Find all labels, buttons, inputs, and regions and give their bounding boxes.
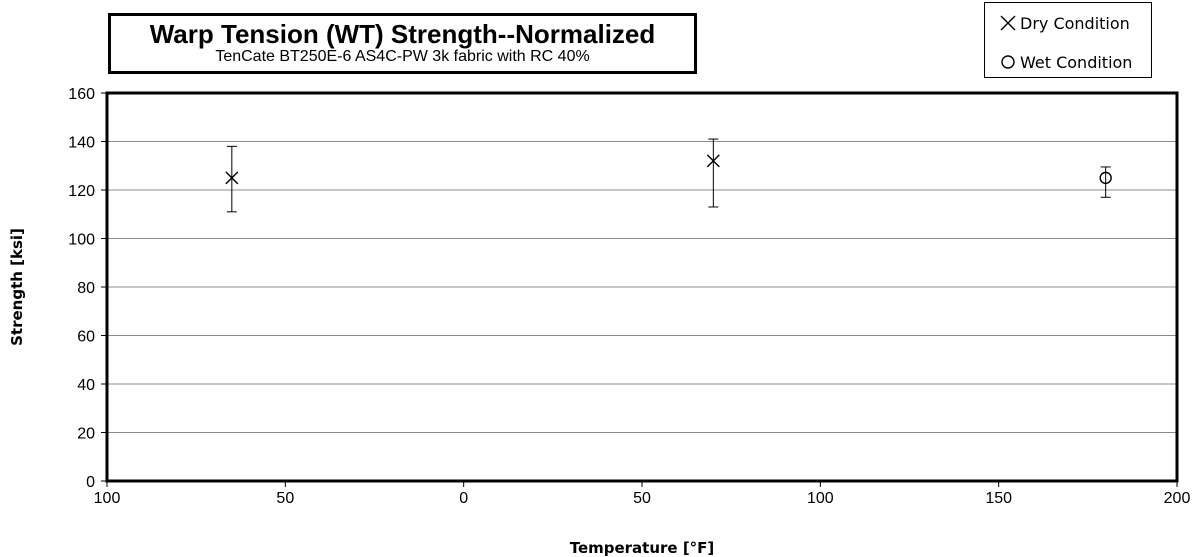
data-point-dry xyxy=(706,154,720,168)
x-tick-label: 200 xyxy=(1164,490,1191,507)
x-tick-label: 50 xyxy=(276,490,294,507)
gridlines xyxy=(107,141,1177,433)
y-tick-label: 40 xyxy=(77,377,95,394)
legend-label-wet: Wet Condition xyxy=(1020,52,1133,72)
y-tick-label: 160 xyxy=(68,86,95,103)
x-axis-title: Temperature [°F] xyxy=(570,539,715,557)
x-tick-label: 50 xyxy=(633,490,651,507)
x-marker-stroke xyxy=(225,171,239,185)
data-marks xyxy=(225,138,1112,213)
x-tick-label: 100 xyxy=(807,490,834,507)
y-tick-label: 100 xyxy=(68,232,95,249)
circle-marker-icon xyxy=(1001,55,1015,69)
legend-item-wet: Wet Condition xyxy=(985,51,1132,73)
x-marker-stroke xyxy=(706,154,720,168)
legend: Dry Condition Wet Condition xyxy=(984,2,1152,78)
y-tick-label: 20 xyxy=(77,426,95,443)
y-tick-label: 60 xyxy=(77,329,95,346)
y-tick-label: 120 xyxy=(68,183,95,200)
y-tick-label: 0 xyxy=(86,474,95,491)
data-point-dry xyxy=(225,171,239,185)
data-point-wet xyxy=(1099,171,1112,185)
legend-item-dry: Dry Condition xyxy=(985,12,1130,34)
x-tick-label: 100 xyxy=(94,490,121,507)
x-tick-label: 150 xyxy=(985,490,1012,507)
legend-label-dry: Dry Condition xyxy=(1020,13,1130,33)
axis-ticks: 0 20 40 60 80 100 120 140 160 100 50 0 50 100 150 200 xyxy=(68,86,1190,507)
chart-title-box: Warp Tension (WT) Strength--Normalized T… xyxy=(108,13,697,74)
y-tick-label: 80 xyxy=(77,280,95,297)
y-tick-label: 140 xyxy=(68,135,95,152)
chart-subtitle: TenCate BT250E-6 AS4C-PW 3k fabric with … xyxy=(215,48,590,65)
x-tick-label: 0 xyxy=(459,490,468,507)
chart-title: Warp Tension (WT) Strength--Normalized xyxy=(149,19,656,49)
y-axis-title: Strength [ksi] xyxy=(8,228,26,346)
x-marker-icon xyxy=(1000,15,1016,31)
